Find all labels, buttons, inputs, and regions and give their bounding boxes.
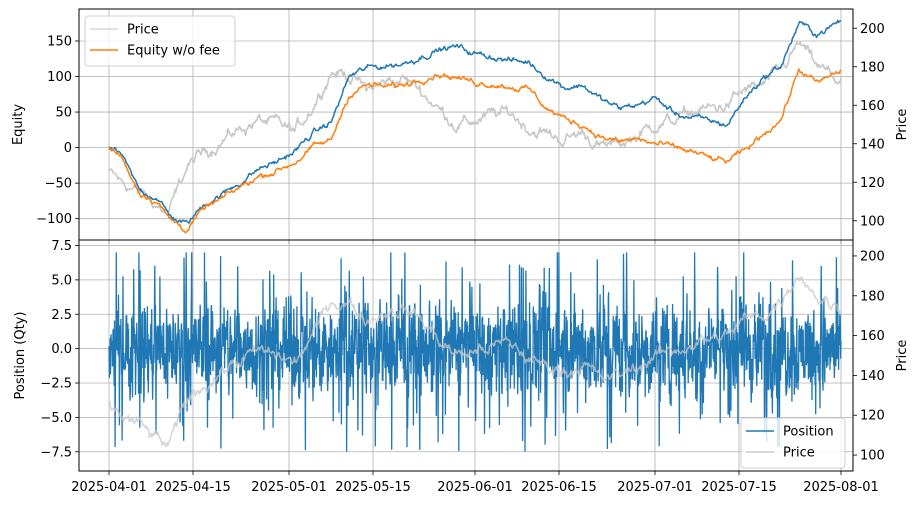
y-tick-label: −7.5	[40, 445, 72, 460]
y-right-tick-label: 160	[860, 329, 885, 344]
x-tick-label: 2025-05-01	[251, 480, 327, 495]
x-tick-label: 2025-07-01	[617, 480, 693, 495]
y-tick-label: 0.0	[51, 342, 72, 357]
y-right-tick-label: 140	[860, 137, 885, 152]
x-tick-label: 2025-08-01	[803, 480, 879, 495]
y-right-tick-label: 120	[860, 176, 885, 191]
plot-area	[108, 252, 842, 452]
y-right-tick-label: 120	[860, 409, 885, 424]
y-right-tick-label: 100	[860, 214, 885, 229]
top-panel: −100 −50 0 50 100 150 100 120 140 160 180 200 Equity…	[11, 8, 910, 244]
legend-label: Price	[127, 23, 159, 38]
x-tick-label: 2025-06-01	[437, 480, 513, 495]
y-axis-label: Position (Qty)	[13, 312, 28, 400]
y-tick-label: 7.5	[51, 239, 72, 254]
legend-label: Equity w/o fee	[127, 44, 220, 59]
y-right-tick-label: 160	[860, 99, 885, 114]
bottom-panel: −7.5 −5.0 −2.5 0.0 2.5 5.0 7.5 100 120 140 160 180 2…	[13, 239, 910, 495]
y-right-axis-label: Price	[895, 340, 910, 372]
y-tick-label: 100	[47, 70, 72, 85]
y-tick-label: 2.5	[51, 308, 72, 323]
series-price	[108, 40, 842, 214]
x-tick-label: 2025-04-01	[71, 480, 147, 495]
y-tick-label: −5.0	[40, 411, 72, 426]
x-tick-label: 2025-07-15	[701, 480, 777, 495]
y-tick-label: −100	[36, 212, 72, 227]
plot-area	[108, 19, 842, 234]
y-right-axis-label: Price	[895, 109, 910, 141]
x-tick-label: 2025-05-15	[335, 480, 411, 495]
y-axis-label: Equity	[11, 104, 26, 145]
axes-frame	[78, 239, 854, 472]
series-equity	[108, 19, 842, 224]
legend-box	[84, 15, 236, 67]
y-tick-label: 5.0	[51, 273, 72, 288]
y-right-tick-label: 180	[860, 60, 885, 75]
y-right-tick-label: 200	[860, 249, 885, 264]
legend-label: Position	[783, 425, 834, 440]
y-tick-label: 50	[55, 106, 72, 121]
y-right-tick-label: 200	[860, 22, 885, 37]
series-equity-w-o-fee	[108, 68, 842, 234]
y-right-tick-label: 180	[860, 289, 885, 304]
y-tick-label: −2.5	[40, 377, 72, 392]
y-tick-label: 0	[64, 141, 72, 156]
y-tick-label: −50	[45, 177, 72, 192]
series-position	[108, 252, 842, 452]
x-tick-label: 2025-06-15	[521, 480, 597, 495]
series-price	[108, 276, 842, 448]
y-tick-label: 150	[47, 34, 72, 49]
legend-label: Price	[783, 446, 815, 461]
x-tick-label: 2025-04-15	[155, 480, 231, 495]
y-right-tick-label: 100	[860, 449, 885, 464]
y-right-tick-label: 140	[860, 369, 885, 384]
